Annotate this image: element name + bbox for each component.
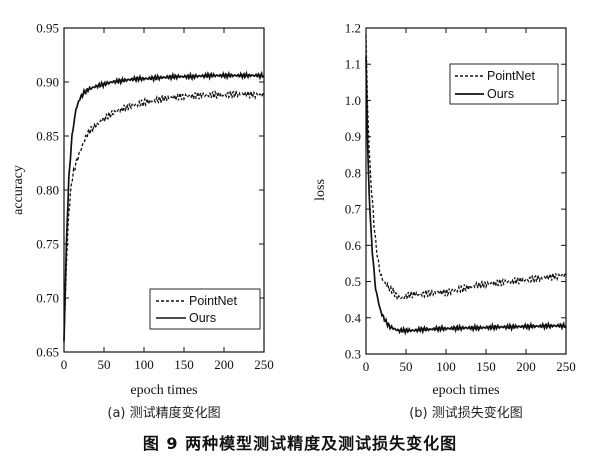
loss-xtick-label: 50	[400, 359, 413, 374]
loss-xtick-label: 250	[556, 359, 576, 374]
loss-series	[365, 35, 567, 336]
loss-xtick-label: 0	[363, 359, 370, 374]
accuracy-y-tick-labels: 0.65 0.70 0.75 0.80 0.85 0.90 0.95	[36, 21, 59, 360]
loss-xtick-label: 150	[476, 359, 496, 374]
loss-ytick-label: 1.2	[345, 21, 361, 36]
accuracy-chart: 0.65 0.70 0.75 0.80 0.85 0.90 0.95 0 50 100 150 20…	[11, 21, 274, 422]
accuracy-ytick-label: 0.85	[36, 129, 59, 144]
loss-ytick-label: 0.5	[345, 274, 361, 289]
loss-ytick-label: 0.7	[345, 202, 362, 217]
loss-legend-pointnet-label: PointNet	[487, 69, 535, 83]
accuracy-ytick-label: 0.90	[36, 75, 59, 90]
accuracy-series-ours-line	[63, 70, 265, 342]
loss-ytick-label: 0.4	[345, 310, 362, 325]
loss-xtick-label: 100	[436, 359, 456, 374]
accuracy-xtick-label: 200	[214, 357, 234, 372]
loss-ytick-label: 1.0	[345, 93, 361, 108]
loss-legend-ours-label: Ours	[487, 87, 514, 101]
accuracy-xtick-label: 150	[174, 357, 194, 372]
accuracy-ytick-label: 0.70	[36, 291, 59, 306]
loss-xtick-label: 200	[516, 359, 536, 374]
accuracy-legend-pointnet-label: PointNet	[189, 294, 237, 308]
accuracy-ytick-label: 0.65	[36, 345, 59, 360]
accuracy-series	[63, 70, 265, 342]
accuracy-legend-ours-label: Ours	[189, 311, 216, 325]
loss-chart: 0.3 0.4 0.5 0.6 0.7 0.8 0.9 1.0 1.1 1.2 0 50 100 150…	[313, 21, 576, 422]
accuracy-y-axis-label: accuracy	[11, 165, 26, 215]
accuracy-series-pointnet-line	[63, 89, 265, 342]
loss-x-tick-labels: 0 50 100 150 200 250	[363, 359, 576, 374]
loss-y-tick-labels: 0.3 0.4 0.5 0.6 0.7 0.8 0.9 1.0 1.1 1.2	[345, 21, 362, 362]
accuracy-x-axis-label: epoch times	[130, 383, 197, 398]
loss-legend: PointNet Ours	[449, 63, 559, 105]
loss-ytick-label: 1.1	[345, 57, 361, 72]
loss-plot-frame	[365, 27, 567, 355]
loss-y-axis-label: loss	[313, 179, 328, 201]
accuracy-xtick-label: 0	[61, 357, 68, 372]
accuracy-xtick-label: 100	[134, 357, 154, 372]
accuracy-ytick-label: 0.95	[36, 21, 59, 36]
accuracy-legend-box	[149, 288, 261, 330]
accuracy-legend: PointNet Ours	[149, 288, 261, 330]
loss-ytick-label: 0.8	[345, 165, 361, 180]
loss-ytick-label: 0.3	[345, 347, 361, 362]
loss-series-pointnet-line	[365, 35, 567, 300]
accuracy-x-tick-labels: 0 50 100 150 200 250	[61, 357, 274, 372]
loss-chart-caption: (b) 测试损失变化图	[409, 405, 523, 421]
loss-legend-box	[449, 63, 559, 105]
accuracy-plot-frame	[63, 27, 265, 353]
loss-ytick-label: 0.9	[345, 129, 361, 144]
loss-ytick-label: 0.6	[345, 238, 362, 253]
accuracy-xtick-label: 50	[98, 357, 111, 372]
figure-title: 图 9 两种模型测试精度及测试损失变化图	[143, 434, 457, 453]
loss-series-ours-line	[365, 56, 567, 336]
accuracy-ytick-label: 0.75	[36, 237, 59, 252]
loss-x-axis-label: epoch times	[432, 383, 499, 398]
accuracy-xtick-label: 250	[254, 357, 274, 372]
accuracy-ytick-label: 0.80	[36, 183, 59, 198]
accuracy-chart-caption: (a) 测试精度变化图	[107, 405, 220, 421]
